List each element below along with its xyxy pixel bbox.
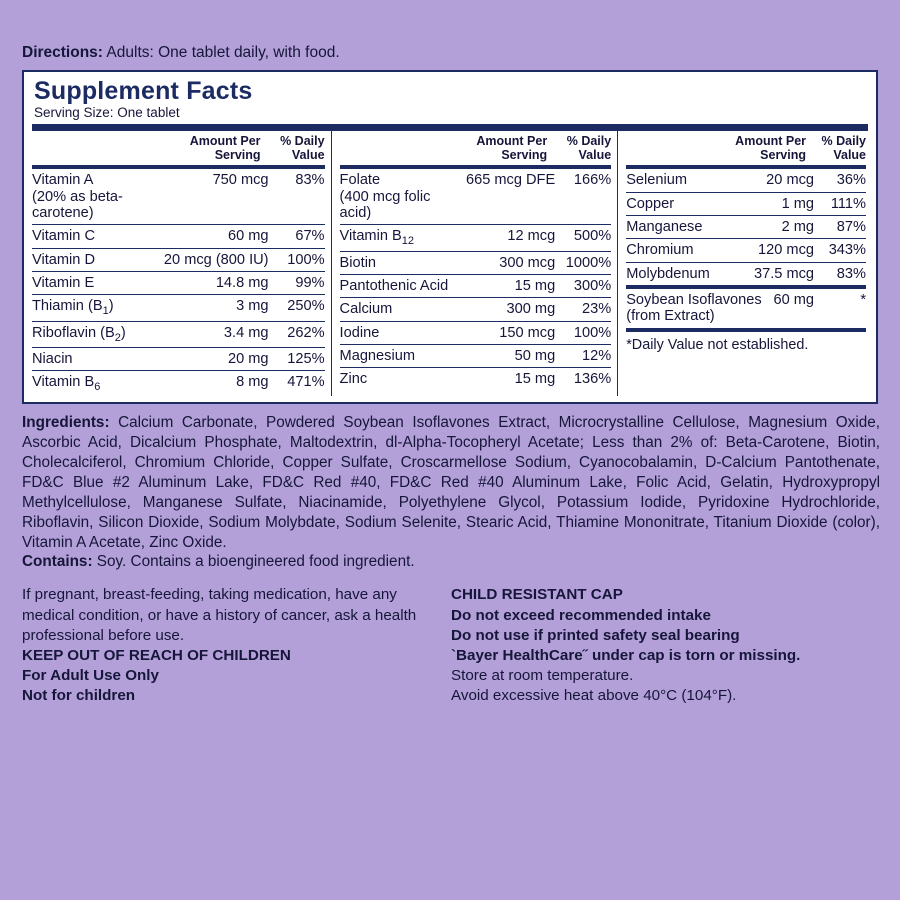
- keep-out-of-reach-line: KEEP OUT OF REACH OF CHILDREN: [22, 646, 291, 664]
- nutrient-column-1: Amount Per Serving % Daily Value Vitamin…: [32, 131, 331, 396]
- nutrient-row: Zinc 15 mg 136%: [339, 371, 612, 388]
- directions-label: Directions:: [22, 44, 103, 61]
- nutrient-row: Copper 1 mg 111%: [626, 192, 867, 216]
- dv-header: % Daily Value: [566, 134, 612, 163]
- nutrient-row: Calcium 300 mg 23%: [339, 297, 612, 322]
- nutrient-row: Molybdenum 37.5 mcg 83%: [626, 265, 867, 282]
- nutrient-row: Vitamin E 14.8 mg 99%: [32, 271, 325, 296]
- intake-warning: Do not exceed recommended intake: [451, 606, 711, 624]
- column2-header-rule: [339, 165, 612, 170]
- nutrient-row: Chromium 120 mcg 343%: [626, 238, 867, 263]
- dv-header: % Daily Value: [280, 134, 325, 163]
- nutrient-row: Pantothenic Acid 15 mg 300%: [339, 274, 612, 299]
- nutrient-row: Magnesium 50 mg 12%: [339, 344, 612, 369]
- amount-header: Amount Per Serving: [735, 134, 807, 163]
- nutrient-row: Vitamin D 20 mcg (800 IU) 100%: [32, 248, 325, 273]
- amount-header: Amount Per Serving: [189, 134, 261, 163]
- nutrient-row: Biotin 300 mcg 1000%: [339, 251, 612, 275]
- pregnancy-warning: If pregnant, breast-feeding, taking medi…: [22, 586, 417, 644]
- nutrient-row: Riboflavin (B2) 3.4 mg 262%: [32, 321, 325, 348]
- column2-header: Amount Per Serving % Daily Value: [340, 131, 612, 165]
- isoflavones-top-rule: [626, 285, 867, 290]
- isoflavones-rows: Soybean Isoflavones (from Extract) 60 mg…: [626, 289, 866, 328]
- adult-use-line: For Adult Use Only: [22, 666, 159, 684]
- daily-value-footnote: *Daily Value not established.: [626, 336, 809, 353]
- nutrient-column-3: Amount Per Serving % Daily Value Seleniu…: [617, 131, 868, 397]
- nutrient-row: Iodine 150 mcg 100%: [339, 321, 612, 345]
- column3-header: Amount Per Serving % Daily Value: [626, 131, 866, 165]
- warnings-right: CHILD RESISTANT CAP Do not exceed recomm…: [451, 585, 878, 705]
- safety-seal-warning-line2: `Bayer HealthCare˝ under cap is torn or …: [451, 646, 801, 664]
- panel-divider-thick: [32, 124, 868, 132]
- ingredients-text: Calcium Carbonate, Powdered Soybean Isof…: [22, 414, 880, 551]
- serving-size: Serving Size: One tablet: [34, 105, 180, 121]
- directions-text: Adults: One tablet daily, with food.: [106, 44, 340, 61]
- column1-header: Amount Per Serving % Daily Value: [32, 131, 325, 165]
- contains-block: Contains: Soy. Contains a bioengineered …: [22, 553, 878, 571]
- warnings-left: If pregnant, breast-feeding, taking medi…: [22, 585, 451, 705]
- nutrient-row: Soybean Isoflavones (from Extract) 60 mg…: [626, 292, 867, 325]
- nutrient-row: Vitamin B12 12 mcg 500%: [339, 224, 612, 252]
- nutrient-row: Manganese 2 mg 87%: [626, 215, 867, 240]
- not-for-children-line: Not for children: [22, 686, 136, 704]
- nutrient-row: Selenium 20 mcg 36%: [626, 169, 867, 193]
- column3-rows: Selenium 20 mcg 36% Copper 1 mg 111% Man…: [626, 169, 867, 285]
- amount-header: Amount Per Serving: [476, 134, 548, 163]
- safety-seal-warning-line1: Do not use if printed safety seal bearin…: [451, 626, 740, 644]
- nutrient-row: Vitamin A (20% as beta-carotene) 750 mcg…: [32, 169, 325, 226]
- column1-rows: Vitamin A (20% as beta-carotene) 750 mcg…: [32, 169, 325, 396]
- contains-text: Soy. Contains a bioengineered food ingre…: [96, 553, 415, 571]
- child-resistant-cap-title: CHILD RESISTANT CAP: [451, 586, 623, 604]
- isoflavones-bottom-rule: [626, 327, 867, 332]
- storage-line: Store at room temperature.: [451, 666, 634, 684]
- column2-rows: Folate (400 mcg folic acid) 665 mcg DFE …: [339, 169, 612, 390]
- nutrient-row: Thiamin (B1) 3 mg 250%: [32, 294, 325, 322]
- supplement-facts-panel: Supplement Facts Serving Size: One table…: [22, 70, 878, 405]
- dv-header: % Daily Value: [821, 134, 867, 163]
- directions-line: Directions: Adults: One tablet daily, wi…: [22, 0, 878, 61]
- warnings-section: If pregnant, breast-feeding, taking medi…: [22, 585, 878, 705]
- contains-label: Contains:: [22, 553, 93, 571]
- column1-header-rule: [32, 165, 325, 170]
- nutrient-row: Folate (400 mcg folic acid) 665 mcg DFE …: [339, 169, 612, 226]
- nutrient-column-2: Amount Per Serving % Daily Value Folate …: [330, 131, 618, 397]
- nutrient-row: Niacin 20 mg 125%: [32, 347, 325, 372]
- heat-warning-line: Avoid excessive heat above 40°C (104°F).: [451, 686, 737, 704]
- ingredients-block: Ingredients: Calcium Carbonate, Powdered…: [22, 413, 880, 552]
- supplement-facts-title: Supplement Facts: [34, 77, 253, 106]
- nutrient-columns: Amount Per Serving % Daily Value Vitamin…: [32, 131, 868, 397]
- ingredients-label: Ingredients:: [22, 414, 110, 432]
- nutrient-row: Vitamin B6 8 mg 471%: [32, 374, 325, 394]
- nutrient-row: Vitamin C 60 mg 67%: [32, 224, 325, 249]
- column3-header-rule: [626, 165, 867, 170]
